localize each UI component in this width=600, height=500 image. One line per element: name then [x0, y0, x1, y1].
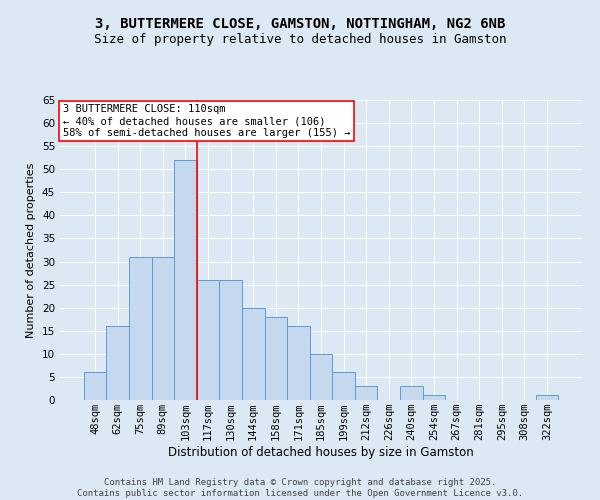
Bar — [536, 396, 558, 400]
Text: 3, BUTTERMERE CLOSE, GAMSTON, NOTTINGHAM, NG2 6NB: 3, BUTTERMERE CLOSE, GAMSTON, NOTTINGHAM… — [95, 18, 505, 32]
Bar — [400, 386, 422, 400]
Bar — [220, 280, 242, 400]
Bar — [152, 257, 174, 400]
Bar — [355, 386, 377, 400]
Bar — [84, 372, 106, 400]
Bar — [174, 160, 197, 400]
Bar — [242, 308, 265, 400]
X-axis label: Distribution of detached houses by size in Gamston: Distribution of detached houses by size … — [168, 446, 474, 459]
Text: Size of property relative to detached houses in Gamston: Size of property relative to detached ho… — [94, 32, 506, 46]
Bar — [332, 372, 355, 400]
Y-axis label: Number of detached properties: Number of detached properties — [26, 162, 37, 338]
Text: 3 BUTTERMERE CLOSE: 110sqm
← 40% of detached houses are smaller (106)
58% of sem: 3 BUTTERMERE CLOSE: 110sqm ← 40% of deta… — [62, 104, 350, 138]
Bar — [422, 396, 445, 400]
Bar — [310, 354, 332, 400]
Bar — [265, 317, 287, 400]
Text: Contains HM Land Registry data © Crown copyright and database right 2025.
Contai: Contains HM Land Registry data © Crown c… — [77, 478, 523, 498]
Bar — [129, 257, 152, 400]
Bar — [197, 280, 220, 400]
Bar — [287, 326, 310, 400]
Bar — [106, 326, 129, 400]
